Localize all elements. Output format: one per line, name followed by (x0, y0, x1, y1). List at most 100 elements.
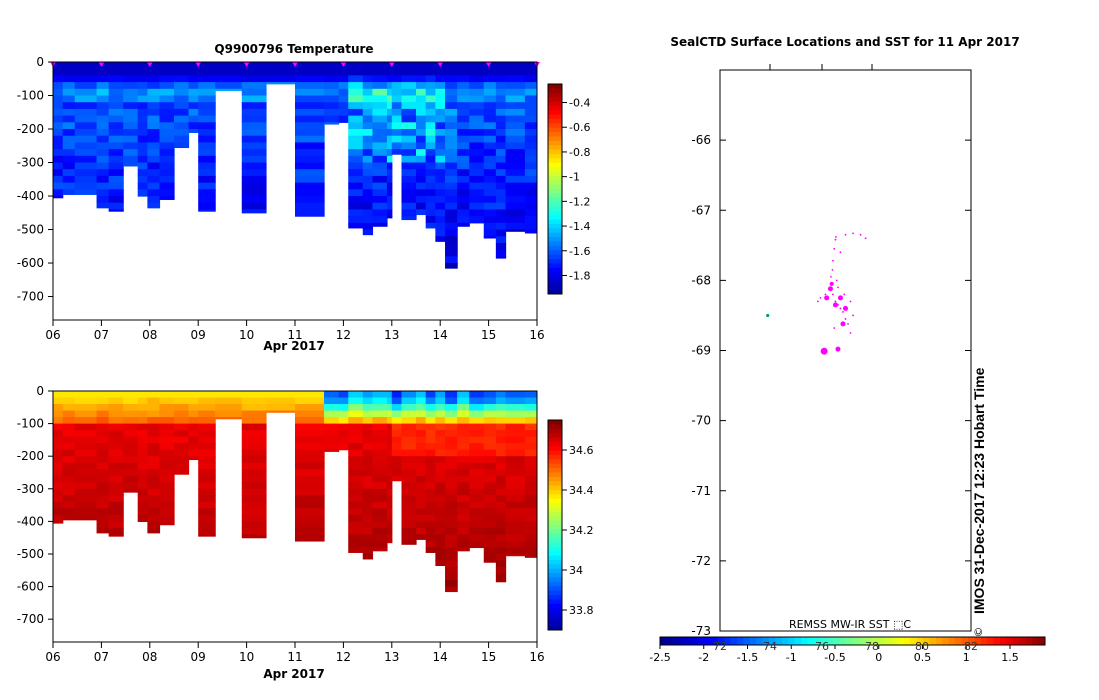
sst-colorbar-swatch (769, 637, 776, 645)
temperature-cell (159, 175, 175, 184)
salinity-cell (391, 443, 403, 451)
salinity-cell (137, 449, 148, 457)
salinity-cell (401, 508, 417, 516)
salinity-cell (348, 488, 364, 496)
salinity-cell (435, 430, 446, 438)
salinity-cell (445, 475, 458, 483)
map-x-label: 74 (763, 640, 777, 653)
salinity-x-ticks: 06 07 08 09 10 11 12 13 14 15 16 (45, 642, 545, 664)
temperature-cell (505, 182, 526, 190)
sst-colorbar-frame (659, 636, 1046, 646)
temperature-cell (62, 135, 76, 144)
salinity-cell (435, 449, 446, 457)
temperature-cell (401, 102, 417, 110)
salinity-cell (348, 456, 364, 464)
temperature-cell (495, 216, 507, 224)
temperature-cell (241, 202, 267, 211)
salinity-cell (435, 527, 446, 536)
temperature-cell (435, 189, 446, 197)
salinity-cell (401, 449, 417, 457)
temperature-cell (295, 115, 325, 123)
salinity-cell (147, 443, 161, 451)
temperature-cell (123, 82, 139, 90)
temperature-cell (416, 196, 427, 204)
temperature-cell (159, 135, 175, 144)
temperature-cell (362, 129, 374, 137)
map-x-label: 72 (713, 640, 727, 653)
salinity-cell (198, 410, 216, 418)
temperature-cell (108, 209, 124, 212)
location-point (839, 251, 842, 254)
salinity-cell (401, 456, 417, 464)
temperature-cell (198, 82, 216, 90)
temperature-cell (159, 122, 175, 130)
temperature-cell (469, 155, 485, 164)
salinity-cell (108, 436, 124, 444)
temperature-cell (74, 142, 98, 150)
salinity-cell (215, 404, 243, 412)
temperature-cell (435, 102, 446, 110)
temperature-cell (391, 142, 403, 150)
salinity-cell (74, 514, 98, 521)
temperature-x-label: 16 (529, 328, 544, 342)
temperature-cell (348, 142, 364, 150)
salinity-cell (295, 488, 325, 496)
salinity-cell (524, 423, 537, 431)
salinity-cell (416, 469, 427, 477)
temperature-cell (386, 62, 393, 70)
salinity-cell (483, 410, 497, 418)
temperature-cell (348, 189, 364, 197)
salinity-cell (372, 475, 388, 483)
temperature-heatmap (53, 62, 537, 269)
salinity-cell (435, 391, 446, 399)
location-point (834, 300, 837, 303)
salinity-cell (137, 469, 148, 477)
salinity-cell (362, 404, 374, 412)
salinity-cell (147, 430, 161, 438)
sst-colorbar-swatch (1025, 637, 1033, 645)
salinity-cell (483, 508, 497, 516)
salinity-cell (445, 397, 458, 405)
salinity-cell (435, 417, 446, 425)
temperature-cell (96, 196, 110, 204)
salinity-cell (505, 547, 526, 555)
map-title: SealCTD Surface Locations and SST for 11… (670, 35, 1019, 49)
temperature-cell (159, 149, 175, 157)
salinity-cell (295, 456, 325, 464)
temperature-cell (348, 209, 364, 217)
salinity-cell (505, 436, 526, 444)
temperature-cell (425, 68, 436, 77)
salinity-cell (198, 456, 216, 464)
salinity-cell (401, 521, 417, 529)
sst-colorbar-swatch (724, 637, 732, 645)
temperature-cell (457, 169, 470, 177)
sst-colorbar-swatch (897, 637, 905, 645)
temperature-cell (96, 129, 110, 137)
temperature-cell (53, 108, 64, 117)
salinity-colorbar-swatch (548, 433, 562, 438)
salinity-colorbar-swatch (548, 459, 562, 465)
salinity-cell (96, 488, 110, 496)
temperature-cell (174, 122, 190, 130)
salinity-cell (524, 475, 537, 483)
temperature-cell (401, 209, 417, 217)
temperature-cell (401, 88, 417, 97)
salinity-colorbar-swatch (548, 608, 562, 613)
temperature-cell (348, 175, 364, 184)
salinity-cell (362, 475, 374, 483)
temperature-cell (74, 155, 98, 164)
temperature-cell (435, 182, 446, 190)
temperature-cell (147, 88, 161, 97)
temperature-cell (348, 122, 364, 130)
temperature-cell (386, 75, 393, 83)
salinity-cell (123, 410, 139, 418)
salinity-colorbar-swatch (548, 621, 562, 627)
temperature-colorbar-swatch (548, 259, 562, 264)
salinity-cell (295, 430, 325, 438)
salinity-colorbar-swatch (548, 516, 562, 522)
temperature-cell (108, 182, 124, 190)
salinity-cell (338, 417, 349, 425)
salinity-cell (483, 391, 497, 399)
salinity-cell (123, 430, 139, 438)
temperature-cell (74, 62, 98, 70)
